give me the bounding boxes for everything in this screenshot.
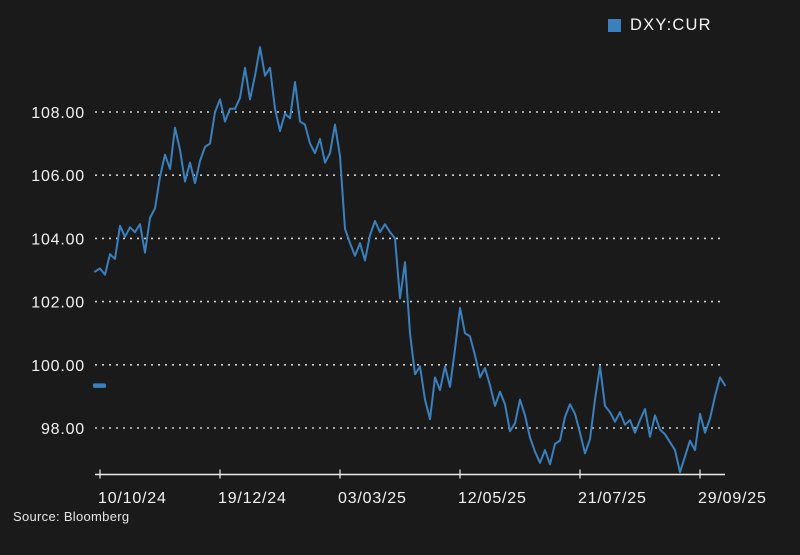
- source-attribution: Source: Bloomberg: [13, 509, 130, 524]
- x-axis-tick-label: 21/07/25: [578, 490, 647, 507]
- x-axis-tick-label: 12/05/25: [458, 490, 527, 507]
- y-axis-tick-label: 100.00: [31, 358, 85, 375]
- y-axis-tick-label: 104.00: [31, 231, 85, 248]
- y-axis-tick-label: 106.00: [31, 168, 85, 185]
- y-axis-tick-label: 98.00: [41, 421, 85, 438]
- x-axis-tick-label: 29/09/25: [698, 490, 767, 507]
- price-line: [94, 46, 726, 474]
- y-axis-tick-label: 102.00: [31, 295, 85, 312]
- x-axis-tick-label: 10/10/24: [98, 490, 167, 507]
- legend: DXY:CUR: [608, 16, 712, 35]
- x-axis-tick-label: 19/12/24: [218, 490, 287, 507]
- legend-label: DXY:CUR: [630, 16, 712, 34]
- last-price-marker: [93, 383, 106, 388]
- x-axis-tick-label: 03/03/25: [338, 490, 407, 507]
- legend-color-swatch: [608, 19, 621, 32]
- y-axis-tick-label: 108.00: [31, 105, 85, 122]
